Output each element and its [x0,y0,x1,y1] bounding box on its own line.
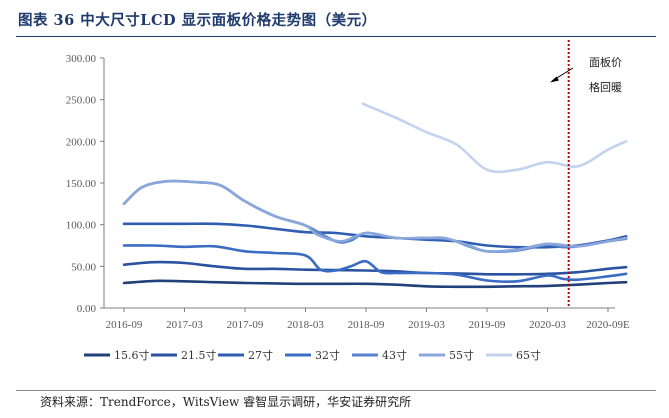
legend-label-7: 65寸 [516,348,541,362]
y-tick-label: 50.00 [71,261,96,273]
x-tick-label: 2019-03 [408,319,445,331]
series-line-6 [122,179,628,253]
x-tick-label: 2020-09E [586,319,630,331]
figure-title: 图表 36 中大尺寸LCD 显示面板价格走势图（美元） [18,12,377,29]
y-tick-label: 150.00 [66,178,97,190]
series-line-1 [122,279,628,289]
title-divider [16,36,656,37]
source-note: 资料来源：TrendForce，WitsView 睿智显示调研，华安证券研究所 [40,395,412,409]
x-tick-label: 2018-03 [287,319,324,331]
y-tick-label: 100.00 [66,220,97,232]
legend-label-5: 43寸 [382,348,407,362]
series-line-5 [122,179,628,253]
annotation-arrow-head [550,76,559,83]
series-line-7 [361,102,628,174]
x-tick-label: 2017-03 [166,319,203,331]
source-divider [16,390,656,391]
series-line-4 [122,244,628,284]
legend-label-2: 21.5寸 [181,348,217,362]
series-layer [122,102,628,289]
legend-label-4: 32寸 [315,348,340,362]
legend-label-3: 27寸 [248,348,273,362]
y-tick-label: 300.00 [66,53,97,65]
legend: 15.6寸 21.5寸 27寸 32寸 43寸 55寸 65寸 [84,348,541,362]
y-tick-label: 0.00 [77,303,97,315]
x-tick-label: 2020-03 [529,319,566,331]
annotation-line-2: 格回暖 [589,80,622,94]
x-tick-label: 2017-09 [227,319,264,331]
x-tick-label: 2019-09 [469,319,506,331]
legend-label-1: 15.6寸 [114,348,150,362]
annotation: 面板价 格回暖 [550,55,622,94]
y-tick-label: 250.00 [66,95,97,107]
legend-label-6: 55寸 [449,348,474,362]
annotation-line-1: 面板价 [589,55,622,69]
series-line-3 [122,222,628,249]
x-tick-label: 2018-09 [348,319,385,331]
y-tick-label: 200.00 [66,136,97,148]
chart-axes: 0.00 50.00 100.00 150.00 200.00 250.00 300.00 2… [66,53,630,331]
x-tick-label: 2016-09 [106,319,143,331]
